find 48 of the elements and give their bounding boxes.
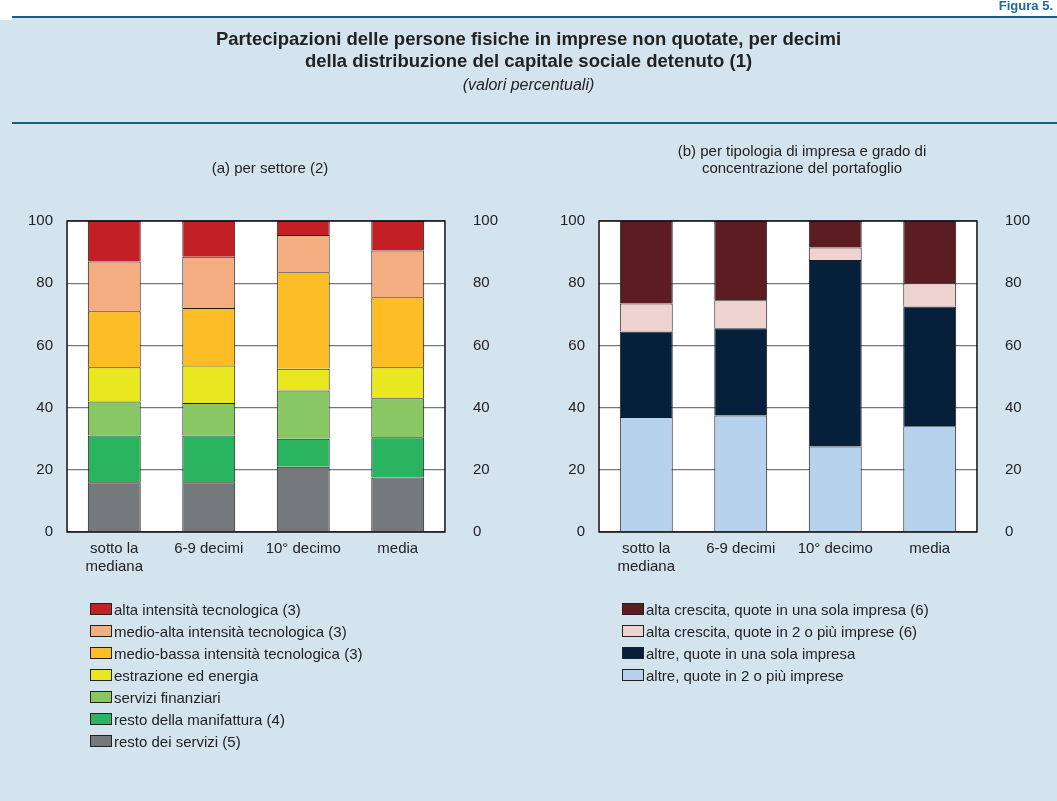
legend-label: medio-alta intensità tecnologica (3) (114, 622, 347, 640)
y2-tick-label: 40 (472, 397, 490, 415)
y-tick-label: 40 (568, 397, 586, 415)
x-tick-label: media (377, 539, 419, 557)
y2-tick-label: 0 (1004, 522, 1014, 540)
y2-tick-label: 20 (472, 459, 490, 477)
chart-title: (a) per settore (2) (211, 159, 329, 176)
legend-label: medio-bassa intensità tecnologica (3) (114, 644, 363, 662)
x-tick-label: media (909, 539, 951, 557)
legend-label: resto della manifattura (4) (114, 710, 285, 728)
text: Figura 5. (998, 0, 1053, 13)
text: Partecipazioni delle persone fisiche in imprese non quotate, per decimi della distribuzione del capitale sociale detenuto (1) (214, 28, 843, 72)
x-tick-label: sotto la mediana (617, 539, 676, 575)
legend-label: alta crescita, quote in una sola impresa (6) (646, 600, 929, 618)
y2-tick-label: 40 (1004, 397, 1022, 415)
x-tick-label: 6-9 decimi (174, 539, 244, 557)
y2-tick-label: 60 (472, 335, 490, 353)
y-tick-label: 20 (36, 459, 54, 477)
y-tick-label: 100 (560, 211, 586, 229)
y2-tick-label: 0 (472, 522, 482, 540)
legend-label: altre, quote in una sola impresa (646, 644, 856, 662)
y-tick-label: 100 (28, 211, 54, 229)
y2-tick-label: 60 (1004, 335, 1022, 353)
y-tick-label: 60 (36, 335, 54, 353)
y-tick-label: 0 (576, 522, 586, 540)
y-tick-label: 40 (36, 397, 54, 415)
legend-label: servizi finanziari (114, 688, 221, 706)
chart-title: (b) per tipologia di impresa e grado di concentrazione del portafoglio (676, 142, 928, 176)
legend-label: altre, quote in 2 o più imprese (646, 666, 844, 684)
y-tick-label: 20 (568, 459, 586, 477)
x-tick-label: 10° decimo (797, 539, 873, 557)
y-tick-label: 80 (36, 273, 54, 291)
y2-tick-label: 100 (472, 211, 498, 229)
y2-tick-label: 80 (472, 273, 490, 291)
y-tick-label: 60 (568, 335, 586, 353)
x-tick-label: sotto la mediana (85, 539, 144, 575)
y2-tick-label: 100 (1004, 211, 1030, 229)
x-tick-label: 10° decimo (265, 539, 341, 557)
y-tick-label: 80 (568, 273, 586, 291)
y2-tick-label: 20 (1004, 459, 1022, 477)
legend-label: alta crescita, quote in 2 o più imprese (6) (646, 622, 917, 640)
legend-label: alta intensità tecnologica (3) (114, 600, 301, 618)
y2-tick-label: 80 (1004, 273, 1022, 291)
legend-label: resto dei servizi (5) (114, 732, 241, 750)
legend-label: estrazione ed energia (114, 666, 259, 684)
x-tick-label: 6-9 decimi (706, 539, 776, 557)
text: (valori percentuali) (461, 76, 596, 94)
y-tick-label: 0 (44, 522, 54, 540)
